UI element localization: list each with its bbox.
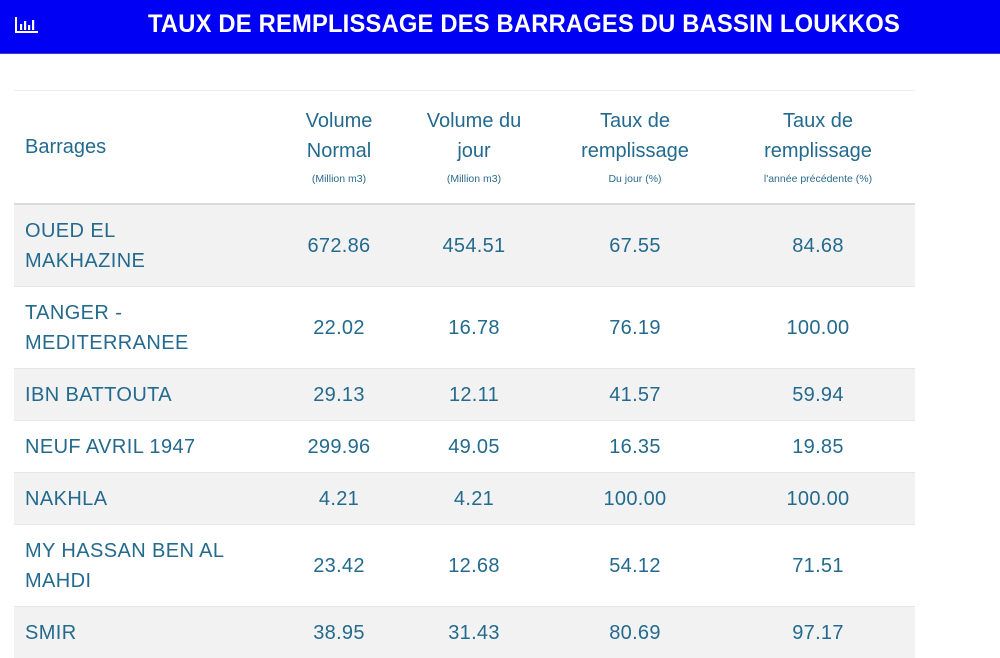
col-header-unit: l'année précédente (%) — [721, 170, 915, 188]
table-row: OUED EL MAKHAZINE 672.86 454.51 67.55 84.… — [14, 204, 915, 287]
taux-annee-precedente-cell: 59.94 — [721, 369, 915, 421]
col-header-line2: Normal — [307, 140, 371, 162]
col-header-line1: Volume du — [427, 110, 522, 132]
taux-jour-cell: 80.69 — [549, 607, 721, 658]
dam-name-line2: MAHDI — [25, 570, 91, 592]
dam-name: NEUF AVRIL 1947 — [14, 421, 279, 473]
dam-name: IBN BATTOUTA — [14, 369, 279, 421]
dam-name-line1: OUED EL — [25, 220, 116, 242]
volume-normal-cell: 672.86 — [279, 204, 399, 287]
col-header-unit: (Million m3) — [399, 170, 549, 188]
taux-annee-precedente-cell: 100.00 — [721, 473, 915, 525]
taux-jour-cell: 41.57 — [549, 369, 721, 421]
bar-chart-icon[interactable] — [14, 15, 40, 35]
volume-jour-cell: 454.51 — [399, 204, 549, 287]
col-header-line2: remplissage — [581, 140, 689, 162]
dam-name: NAKHLA — [14, 473, 279, 525]
dams-table: Barrages Volume Normal (Million m3) Volu… — [14, 90, 915, 658]
volume-jour-cell: 16.78 — [399, 287, 549, 369]
taux-jour-cell: 16.35 — [549, 421, 721, 473]
taux-jour-cell: 67.55 — [549, 204, 721, 287]
volume-jour-cell: 4.21 — [399, 473, 549, 525]
dams-table-container: Barrages Volume Normal (Million m3) Volu… — [14, 90, 915, 658]
page-title: TAUX DE REMPLISSAGE DES BARRAGES DU BASS… — [148, 10, 900, 39]
volume-jour-cell: 49.05 — [399, 421, 549, 473]
col-header-unit: (Million m3) — [279, 170, 399, 188]
volume-normal-cell: 23.42 — [279, 525, 399, 607]
volume-jour-cell: 12.11 — [399, 369, 549, 421]
page-header: TAUX DE REMPLISSAGE DES BARRAGES DU BASS… — [0, 0, 1000, 54]
table-row: TANGER - MEDITERRANEE 22.02 16.78 76.19 1… — [14, 287, 915, 369]
col-header-barrages: Barrages — [14, 91, 279, 205]
col-header-volume-normal: Volume Normal (Million m3) — [279, 91, 399, 205]
col-header-volume-jour: Volume du jour (Million m3) — [399, 91, 549, 205]
volume-normal-cell: 299.96 — [279, 421, 399, 473]
dam-name-line1: TANGER - — [25, 302, 122, 324]
volume-jour-cell: 31.43 — [399, 607, 549, 658]
col-header-line1: Taux de — [600, 110, 670, 132]
taux-jour-cell: 76.19 — [549, 287, 721, 369]
dam-name: MY HASSAN BEN AL MAHDI — [14, 525, 279, 607]
dam-name: OUED EL MAKHAZINE — [14, 204, 279, 287]
taux-annee-precedente-cell: 100.00 — [721, 287, 915, 369]
col-header-line1: Taux de — [783, 110, 853, 132]
dam-name-line1: MY HASSAN BEN AL — [25, 540, 224, 562]
dam-name: SMIR — [14, 607, 279, 658]
col-header-line2: remplissage — [764, 140, 872, 162]
taux-annee-precedente-cell: 97.17 — [721, 607, 915, 658]
table-row: SMIR 38.95 31.43 80.69 97.17 — [14, 607, 915, 658]
volume-normal-cell: 38.95 — [279, 607, 399, 658]
col-header-line2: jour — [457, 140, 490, 162]
dam-name: TANGER - MEDITERRANEE — [14, 287, 279, 369]
table-row: NAKHLA 4.21 4.21 100.00 100.00 — [14, 473, 915, 525]
dam-name-line2: MEDITERRANEE — [25, 332, 189, 354]
table-header-row: Barrages Volume Normal (Million m3) Volu… — [14, 91, 915, 205]
volume-normal-cell: 29.13 — [279, 369, 399, 421]
table-row: NEUF AVRIL 1947 299.96 49.05 16.35 19.85 — [14, 421, 915, 473]
taux-annee-precedente-cell: 71.51 — [721, 525, 915, 607]
volume-normal-cell: 22.02 — [279, 287, 399, 369]
taux-annee-precedente-cell: 84.68 — [721, 204, 915, 287]
taux-annee-precedente-cell: 19.85 — [721, 421, 915, 473]
volume-normal-cell: 4.21 — [279, 473, 399, 525]
col-header-taux-annee-precedente: Taux de remplissage l'année précédente (… — [721, 91, 915, 205]
volume-jour-cell: 12.68 — [399, 525, 549, 607]
col-header-taux-jour: Taux de remplissage Du jour (%) — [549, 91, 721, 205]
dam-name-line2: MAKHAZINE — [25, 250, 145, 272]
col-header-label: Barrages — [25, 136, 106, 158]
col-header-unit: Du jour (%) — [549, 170, 721, 188]
table-row: IBN BATTOUTA 29.13 12.11 41.57 59.94 — [14, 369, 915, 421]
taux-jour-cell: 100.00 — [549, 473, 721, 525]
taux-jour-cell: 54.12 — [549, 525, 721, 607]
col-header-line1: Volume — [306, 110, 373, 132]
